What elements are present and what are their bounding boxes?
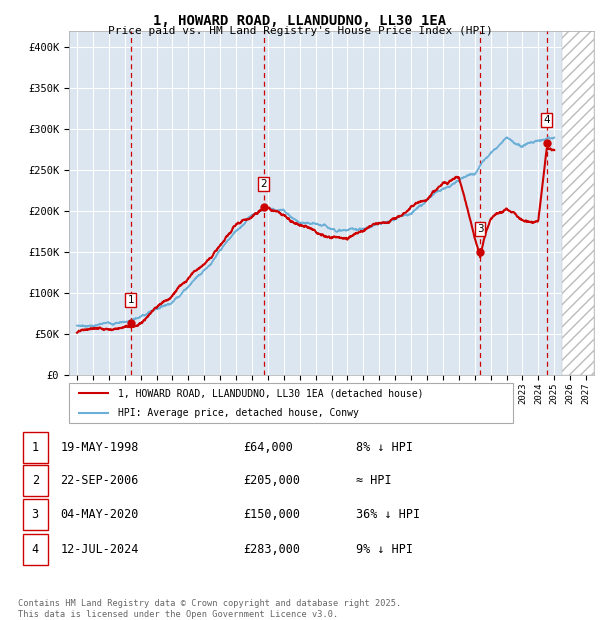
- Bar: [562, 31, 594, 375]
- Text: ≈ HPI: ≈ HPI: [356, 474, 392, 487]
- Bar: [23, 499, 48, 529]
- Text: HPI: Average price, detached house, Conwy: HPI: Average price, detached house, Conw…: [118, 408, 359, 418]
- Text: £150,000: £150,000: [244, 508, 301, 521]
- Text: 1: 1: [32, 441, 39, 454]
- Bar: [23, 534, 48, 564]
- Bar: [23, 466, 48, 496]
- Text: 3: 3: [477, 224, 484, 234]
- Text: 1, HOWARD ROAD, LLANDUDNO, LL30 1EA (detached house): 1, HOWARD ROAD, LLANDUDNO, LL30 1EA (det…: [118, 388, 424, 399]
- Text: 3: 3: [32, 508, 39, 521]
- Text: 36% ↓ HPI: 36% ↓ HPI: [356, 508, 421, 521]
- Text: 9% ↓ HPI: 9% ↓ HPI: [356, 542, 413, 556]
- Text: 4: 4: [32, 542, 39, 556]
- Text: 2: 2: [260, 179, 267, 189]
- Text: 1: 1: [127, 294, 134, 304]
- Bar: [23, 432, 48, 463]
- Text: 12-JUL-2024: 12-JUL-2024: [60, 542, 139, 556]
- Text: £283,000: £283,000: [244, 542, 301, 556]
- Text: 2: 2: [32, 474, 39, 487]
- Text: £64,000: £64,000: [244, 441, 293, 454]
- Text: Contains HM Land Registry data © Crown copyright and database right 2025.
This d: Contains HM Land Registry data © Crown c…: [18, 600, 401, 619]
- Text: 4: 4: [544, 115, 550, 125]
- Text: 04-MAY-2020: 04-MAY-2020: [60, 508, 139, 521]
- Text: 19-MAY-1998: 19-MAY-1998: [60, 441, 139, 454]
- Text: £205,000: £205,000: [244, 474, 301, 487]
- Text: 22-SEP-2006: 22-SEP-2006: [60, 474, 139, 487]
- Bar: [562, 31, 594, 375]
- Text: Price paid vs. HM Land Registry's House Price Index (HPI): Price paid vs. HM Land Registry's House …: [107, 26, 493, 36]
- Text: 8% ↓ HPI: 8% ↓ HPI: [356, 441, 413, 454]
- Text: 1, HOWARD ROAD, LLANDUDNO, LL30 1EA: 1, HOWARD ROAD, LLANDUDNO, LL30 1EA: [154, 14, 446, 28]
